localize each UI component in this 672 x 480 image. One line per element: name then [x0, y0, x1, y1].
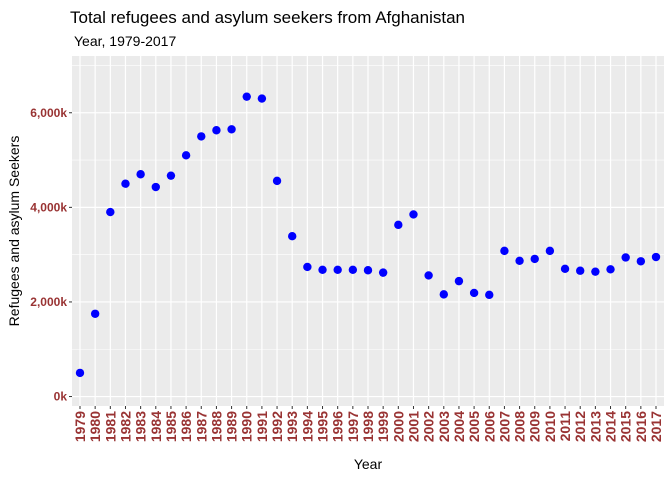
x-tick-label: 1990 [239, 411, 255, 442]
data-point [212, 126, 221, 135]
y-tick-label: 6,000k [30, 106, 67, 120]
data-point [303, 262, 312, 272]
x-tick-label: 2009 [527, 411, 543, 442]
x-tick-label: 2005 [466, 411, 482, 442]
data-point [485, 290, 494, 300]
x-tick-label: 1983 [133, 411, 149, 442]
data-point [394, 220, 403, 230]
data-point [515, 256, 524, 265]
x-tick-label: 2015 [618, 411, 634, 442]
data-point [90, 309, 100, 318]
data-point [136, 170, 145, 179]
x-tick-label: 1996 [330, 411, 346, 442]
data-point [606, 265, 615, 274]
x-tick-label: 1992 [269, 411, 285, 442]
data-point [424, 271, 433, 280]
x-tick-label: 1994 [299, 411, 315, 442]
data-point [318, 265, 327, 274]
x-tick-label: 2017 [648, 411, 664, 442]
x-tick-label: 1995 [315, 411, 331, 442]
data-point [288, 232, 297, 241]
data-point [257, 94, 267, 103]
data-point [348, 265, 358, 274]
x-tick-label: 2004 [451, 411, 467, 442]
x-tick-label: 2010 [542, 411, 558, 442]
x-tick-label: 2006 [481, 411, 497, 442]
data-point [409, 210, 418, 219]
x-tick-label: 2001 [405, 411, 421, 442]
data-point [121, 179, 130, 188]
data-point [530, 254, 539, 264]
data-point [378, 268, 388, 277]
data-point [560, 264, 570, 274]
data-point [363, 266, 373, 275]
x-tick-label: 1987 [193, 411, 209, 442]
chart-subtitle: Year, 1979-2017 [74, 33, 176, 49]
x-tick-label: 2016 [633, 411, 649, 442]
x-tick-label: 2008 [512, 411, 528, 442]
data-point [181, 151, 191, 160]
data-point [227, 125, 236, 134]
x-tick-label: 1979 [72, 411, 88, 442]
y-tick-label: 0k [54, 390, 68, 404]
x-tick-label: 1998 [360, 411, 376, 442]
x-tick-label: 2000 [390, 411, 406, 442]
data-point [439, 290, 448, 299]
chart-title: Total refugees and asylum seekers from A… [70, 8, 465, 27]
y-tick-label: 4,000k [30, 200, 67, 214]
x-tick-label: 1993 [284, 411, 300, 442]
x-tick-label: 1984 [148, 411, 164, 442]
data-point [242, 92, 251, 101]
x-tick-label: 2003 [436, 411, 452, 442]
data-point [591, 267, 600, 276]
x-tick-label: 1981 [102, 411, 118, 442]
y-tick-label: 2,000k [30, 295, 67, 309]
data-point [621, 253, 630, 262]
x-tick-label: 1999 [375, 411, 391, 442]
data-point [469, 288, 479, 298]
data-point [636, 257, 646, 266]
x-tick-label: 1986 [178, 411, 194, 442]
data-point [106, 207, 115, 217]
x-tick-label: 2007 [496, 411, 512, 442]
data-point [166, 171, 176, 180]
x-axis: 1979 1980 1981 1982 1983 1984 1985 1986 1987 1988… [72, 406, 664, 442]
data-point [75, 368, 85, 378]
x-tick-label: 1985 [163, 411, 179, 442]
x-axis-title: Year [354, 456, 383, 472]
data-point [454, 276, 464, 286]
data-point [151, 182, 160, 192]
x-tick-label: 1988 [208, 411, 224, 442]
data-point [500, 246, 509, 256]
x-tick-label: 1980 [87, 411, 103, 442]
data-point [576, 266, 585, 275]
y-axis-title: Refugees and asylum Seekers [6, 136, 22, 327]
x-tick-label: 2011 [557, 411, 573, 442]
data-point [545, 246, 555, 256]
x-tick-label: 2012 [572, 411, 588, 442]
data-point [333, 265, 342, 274]
major-gridlines [72, 56, 664, 406]
x-tick-label: 2002 [421, 411, 437, 442]
x-tick-label: 2014 [603, 411, 619, 442]
x-tick-label: 1989 [224, 411, 240, 442]
x-tick-label: 1991 [254, 411, 270, 442]
data-point [651, 252, 661, 262]
y-axis: 0k 2,000k 4,000k 6,000k [30, 106, 72, 404]
data-point [197, 132, 206, 141]
data-point [272, 176, 282, 186]
x-tick-label: 1997 [345, 411, 361, 442]
x-tick-label: 2013 [587, 411, 603, 442]
x-tick-label: 1982 [117, 411, 133, 442]
data-points [75, 92, 661, 378]
